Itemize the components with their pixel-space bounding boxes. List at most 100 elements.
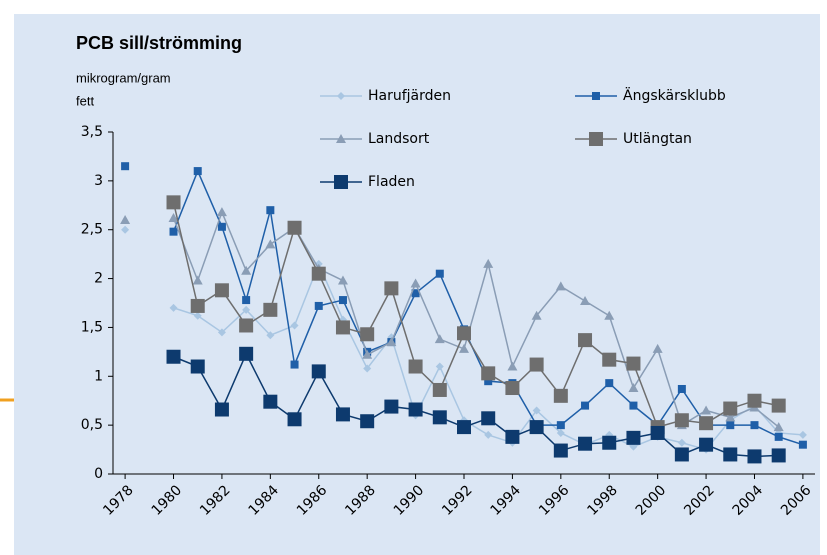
marker — [459, 343, 469, 353]
marker — [484, 430, 493, 439]
marker — [701, 405, 712, 415]
marker — [725, 412, 736, 422]
marker — [629, 401, 638, 410]
marker — [265, 239, 276, 249]
y-tick-label: 3 — [94, 173, 103, 189]
marker — [723, 447, 738, 462]
marker — [650, 425, 665, 440]
marker — [335, 320, 350, 335]
marker — [432, 410, 447, 425]
marker — [120, 214, 131, 224]
marker — [360, 414, 375, 429]
marker — [169, 303, 178, 312]
chart-title: PCB sill/strömming — [76, 33, 242, 53]
marker — [193, 167, 202, 176]
marker — [677, 438, 686, 447]
marker — [773, 422, 784, 432]
marker — [699, 416, 714, 431]
y-axis-label: mikrogram/gram — [76, 70, 171, 85]
marker — [360, 327, 375, 342]
marker — [193, 311, 202, 320]
marker — [411, 289, 420, 298]
marker — [263, 394, 278, 409]
marker — [216, 207, 227, 217]
marker — [241, 265, 252, 275]
marker — [434, 334, 445, 344]
marker — [214, 283, 229, 298]
marker — [798, 440, 807, 449]
marker — [677, 384, 686, 393]
marker — [750, 421, 759, 430]
marker — [457, 420, 471, 435]
marker — [592, 92, 600, 100]
marker — [626, 430, 641, 445]
legend-label: Harufjärden — [368, 88, 451, 104]
marker — [674, 413, 689, 428]
marker — [290, 360, 299, 369]
marker — [798, 430, 807, 439]
marker — [386, 337, 397, 347]
marker — [580, 296, 591, 306]
marker — [166, 195, 181, 210]
marker — [168, 212, 179, 222]
marker — [505, 429, 520, 444]
marker — [362, 349, 373, 359]
marker — [483, 258, 494, 268]
marker — [169, 227, 178, 236]
marker — [239, 346, 254, 361]
marker — [121, 162, 130, 171]
marker — [263, 302, 278, 317]
marker — [266, 206, 275, 215]
marker — [242, 305, 251, 314]
y-axis-label: fett — [76, 93, 94, 108]
marker — [363, 364, 372, 373]
marker — [311, 266, 326, 281]
marker — [384, 281, 399, 296]
y-tick-label: 0 — [94, 466, 103, 482]
marker — [726, 421, 735, 430]
marker — [239, 318, 254, 333]
y-tick-label: 1,5 — [81, 319, 103, 335]
marker — [266, 331, 275, 340]
marker — [192, 275, 203, 285]
marker — [290, 321, 299, 330]
legend-label: Ängskärsklubb — [623, 86, 726, 104]
marker — [578, 436, 593, 451]
marker — [190, 359, 205, 374]
marker — [581, 401, 590, 410]
marker — [747, 449, 762, 464]
marker — [529, 357, 544, 372]
marker — [314, 301, 323, 310]
marker — [410, 278, 421, 288]
marker — [602, 435, 617, 450]
marker — [166, 349, 181, 364]
marker — [338, 296, 347, 305]
marker — [334, 175, 348, 189]
marker — [337, 92, 345, 100]
marker — [628, 383, 639, 393]
marker — [505, 381, 520, 396]
marker — [556, 421, 565, 430]
marker — [481, 411, 496, 426]
series-line — [172, 210, 780, 428]
y-tick-label: 2 — [94, 271, 103, 287]
marker — [589, 132, 603, 146]
marker — [723, 401, 738, 416]
marker — [531, 310, 542, 320]
marker — [507, 361, 518, 371]
marker — [555, 281, 566, 291]
marker — [435, 362, 444, 371]
marker — [771, 448, 786, 463]
marker — [747, 393, 762, 408]
y-tick-label: 0,5 — [81, 417, 103, 433]
marker — [652, 343, 663, 353]
marker — [287, 412, 302, 427]
marker — [771, 398, 786, 413]
marker — [408, 359, 423, 374]
marker — [578, 333, 593, 348]
y-tick-label: 2,5 — [81, 222, 103, 238]
marker — [481, 366, 496, 381]
marker — [674, 447, 689, 462]
